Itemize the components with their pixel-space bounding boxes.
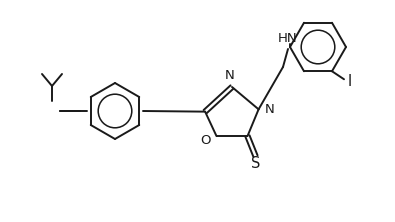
Text: HN: HN [278, 32, 298, 45]
Text: N: N [265, 103, 275, 116]
Text: N: N [225, 69, 235, 82]
Text: I: I [348, 74, 352, 89]
Text: O: O [200, 134, 211, 147]
Text: S: S [251, 156, 260, 171]
